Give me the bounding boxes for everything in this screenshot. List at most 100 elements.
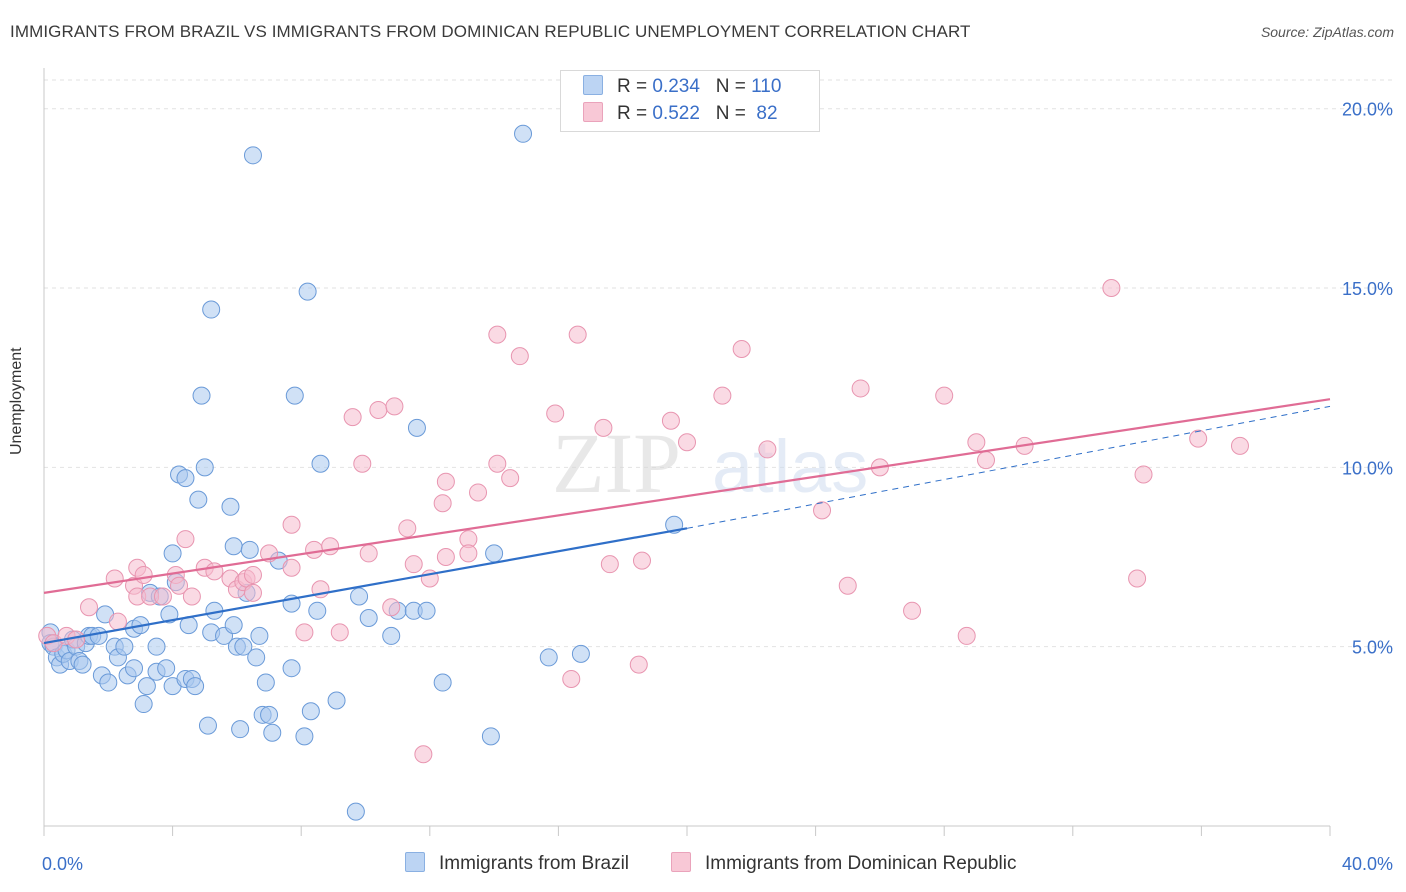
brazil-point	[224, 537, 243, 556]
dominican-point	[600, 555, 619, 574]
brazil-point	[417, 601, 436, 620]
legend-n-label: N =	[715, 76, 752, 97]
dominican-point	[562, 669, 581, 688]
brazil-trend-line	[43, 527, 688, 645]
dominican-point	[321, 537, 340, 556]
brazil-point	[198, 716, 217, 735]
brazil-point	[240, 540, 259, 559]
dominican-point	[469, 483, 488, 502]
brazil-point	[514, 124, 533, 143]
brazil-point	[147, 637, 166, 656]
dominican-point	[436, 472, 455, 491]
brazil-point	[73, 655, 92, 674]
dominican-point	[182, 587, 201, 606]
dominican-point	[295, 623, 314, 642]
dominican-point	[108, 612, 127, 631]
y-axis-label: Unemployment	[8, 347, 25, 455]
brazil-point	[308, 601, 327, 620]
brazil-point	[346, 802, 365, 821]
legend-r-label: R =	[617, 76, 653, 97]
dominican-point	[1189, 429, 1208, 448]
dominican-point	[594, 418, 613, 437]
brazil-point	[157, 659, 176, 678]
brazil-point	[298, 282, 317, 301]
bottom-legend-dominican-label: Immigrants from Dominican Republic	[705, 853, 1017, 874]
dominican-point	[851, 379, 870, 398]
brazil-point	[224, 616, 243, 635]
tick-labels: 5.0% 10.0% 15.0% 20.0% 0.0% 40.0%	[42, 100, 1393, 874]
dominican-point	[436, 548, 455, 567]
dominican-point	[153, 587, 172, 606]
dominican-point	[243, 583, 262, 602]
dominican-point	[343, 408, 362, 427]
brazil-point	[263, 723, 282, 742]
dominican-point	[967, 433, 986, 452]
brazil-point	[189, 490, 208, 509]
brazil-point	[250, 626, 269, 645]
dominican-point	[1102, 279, 1121, 298]
dominican-point	[176, 530, 195, 549]
brazil-point	[231, 720, 250, 739]
dominican-point	[758, 440, 777, 459]
brazil-point	[234, 637, 253, 656]
dominican-point	[385, 397, 404, 416]
y-tick-label: 15.0%	[1342, 279, 1393, 299]
dominican-point	[414, 745, 433, 764]
correlation-legend: R = 0.234 N = 110 R = 0.522 N = 82	[560, 70, 820, 132]
dominican-point	[935, 386, 954, 405]
brazil-point	[256, 673, 275, 692]
dominican-point	[732, 339, 751, 358]
brazil-point	[295, 727, 314, 746]
brazil-point	[195, 458, 214, 477]
dominican-trend-line	[43, 398, 1331, 594]
dominican-point	[488, 454, 507, 473]
dominican-point	[243, 565, 262, 584]
bottom-legend-brazil-label: Immigrants from Brazil	[439, 853, 630, 874]
brazil-point	[485, 544, 504, 563]
dominican-point	[459, 544, 478, 563]
dominican-swatch	[583, 102, 603, 122]
legend-r-value-dominican: 0.522	[652, 103, 700, 124]
bottom-legend-brazil: Immigrants from Brazil	[405, 852, 629, 875]
trend-lines	[43, 398, 1331, 645]
brazil-point	[285, 386, 304, 405]
dominican-point	[282, 558, 301, 577]
legend-row-dominican: R = 0.522 N = 82	[583, 102, 778, 126]
dominican-point	[903, 601, 922, 620]
brazil-point	[359, 608, 378, 627]
brazil-point	[382, 626, 401, 645]
brazil-point	[221, 497, 240, 516]
brazil-point	[247, 648, 266, 667]
dominican-point	[632, 551, 651, 570]
dominican-point	[546, 404, 565, 423]
y-tick-label: 5.0%	[1352, 638, 1393, 658]
chart-title: IMMIGRANTS FROM BRAZIL VS IMMIGRANTS FRO…	[10, 22, 971, 41]
brazil-swatch	[405, 852, 425, 872]
dominican-point	[105, 569, 124, 588]
watermark-atlas: atlas	[712, 425, 868, 508]
axes	[43, 68, 1331, 836]
brazil-point	[327, 691, 346, 710]
dominican-point	[713, 386, 732, 405]
dominican-point	[1134, 465, 1153, 484]
x-tick-label: 0.0%	[42, 854, 83, 874]
brazil-point	[350, 587, 369, 606]
dominican-point	[134, 565, 153, 584]
dominican-point	[80, 598, 99, 617]
brazil-point	[163, 544, 182, 563]
brazil-point	[407, 418, 426, 437]
dominican-point	[398, 519, 417, 538]
dominican-point	[1230, 436, 1249, 455]
y-tick-label: 20.0%	[1342, 100, 1393, 120]
dominican-point	[568, 325, 587, 344]
brazil-point	[260, 705, 279, 724]
dominican-point	[510, 347, 529, 366]
dominican-swatch	[671, 852, 691, 872]
dominican-point	[678, 433, 696, 452]
dominican-point	[170, 576, 189, 595]
legend-row-brazil: R = 0.234 N = 110	[583, 75, 781, 99]
brazil-point	[137, 677, 156, 696]
brazil-point	[99, 673, 118, 692]
brazil-point	[311, 454, 330, 473]
